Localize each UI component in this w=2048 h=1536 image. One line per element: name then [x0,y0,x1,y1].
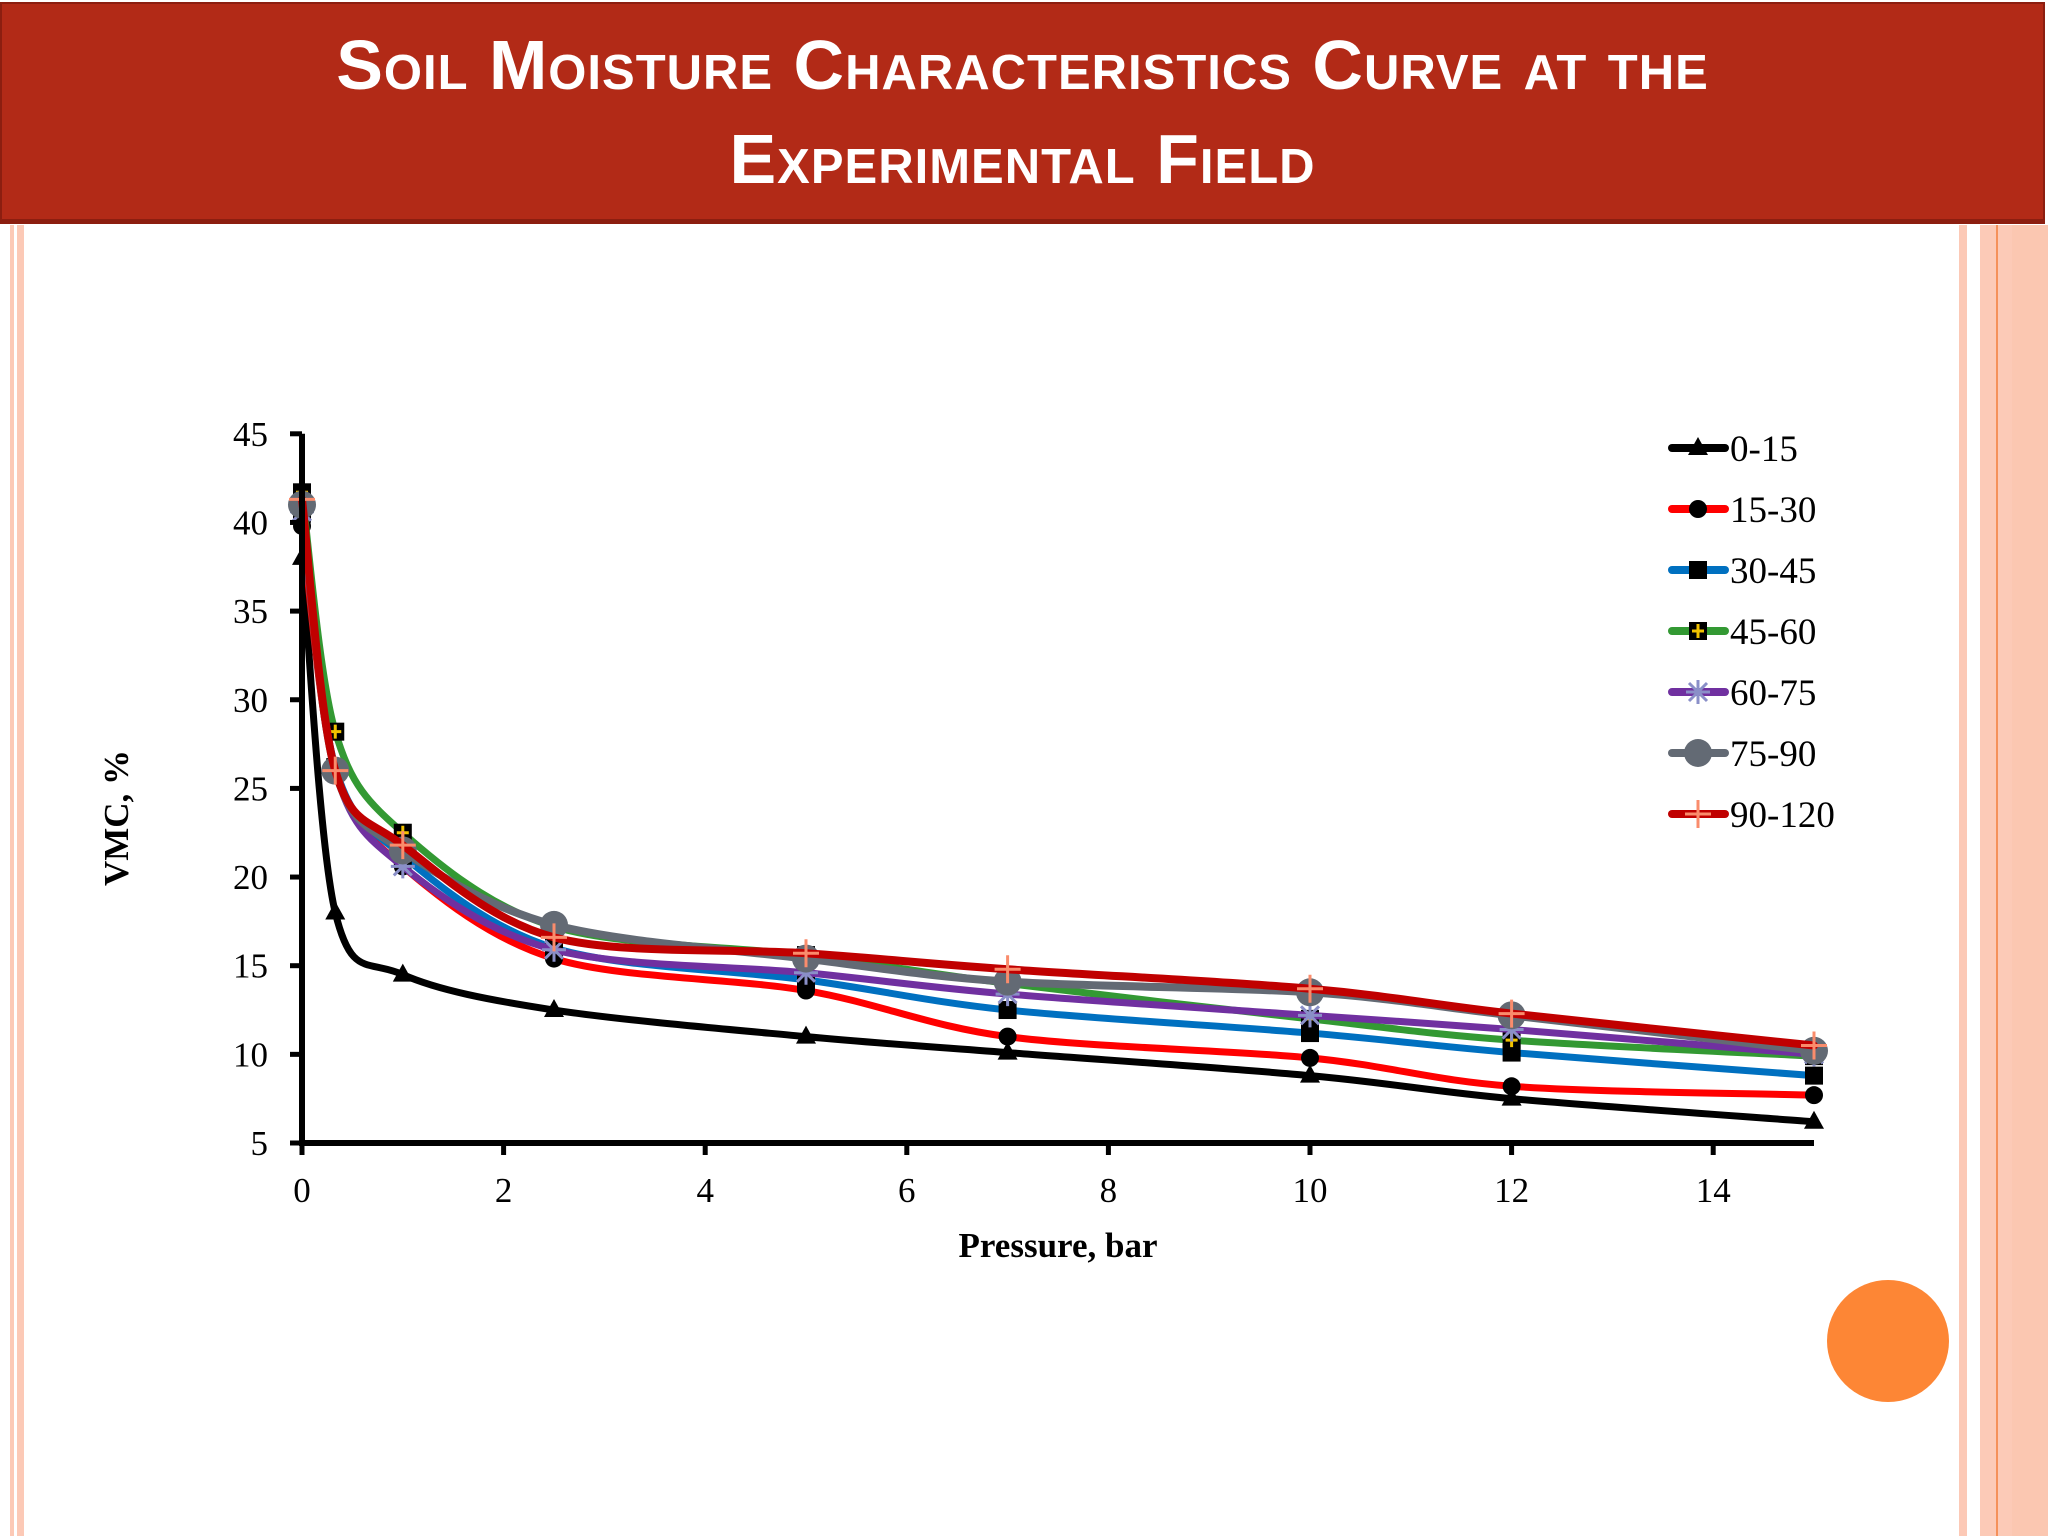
y-tick-label: 40 [233,503,268,542]
x-tick-label: 4 [696,1171,714,1210]
y-tick-label: 20 [233,858,268,897]
square-marker [1689,561,1707,579]
cross-marker [322,756,349,785]
square-marker [998,1001,1017,1020]
cross-marker [793,939,819,968]
x-tick-label: 14 [1696,1171,1731,1210]
cross-marker [1685,800,1711,828]
cross-marker [1498,999,1525,1028]
circle-marker [1805,1086,1823,1105]
cross-marker [389,831,416,860]
triangle-marker [796,1025,816,1044]
legend-item: 15-30 [1668,490,1816,531]
plus-glyph [329,724,342,739]
chart-axes: 5 10 15 20 25 30 35 40 45 0 2 4 6 8 10 12 14 [233,415,1814,1210]
chart-legend: 0-15 15-30 30-45 45-60 60-75 75-90 90-120 [1668,429,1835,836]
x-tick-label: 12 [1494,1171,1529,1210]
triangle-marker [997,1041,1018,1060]
y-tick-label: 25 [233,769,268,808]
asterisk-marker [794,960,818,985]
y-tick-label: 10 [233,1035,268,1074]
decorative-orange-circle [1827,1280,1949,1402]
asterisk-marker [1499,1017,1524,1042]
series-45-60 [293,483,1823,1066]
circle-marker [1301,1048,1319,1067]
legend-item: 90-120 [1668,795,1835,836]
legend-label: 0-15 [1730,429,1798,470]
left-decor-stripe [17,225,24,1536]
circle-marker [998,1027,1017,1046]
legend-item: 0-15 [1668,429,1798,470]
asterisk-marker [390,854,415,879]
triangle-marker [325,901,346,920]
right-decor-stripe [1959,225,1967,1536]
triangle-marker [1688,437,1708,455]
y-tick-label: 15 [233,947,268,986]
x-tick-label: 2 [495,1171,513,1210]
right-decor-line [1996,225,1998,1536]
triangle-marker [1501,1087,1522,1106]
y-tick-label: 35 [233,592,268,631]
slide-title-line-2: Experimental Field [729,119,1316,198]
series-75-90 [288,490,1828,1065]
asterisk-marker [1298,1003,1322,1028]
x-tick-label: 8 [1100,1171,1118,1210]
x-tick-label: 0 [293,1171,311,1210]
y-tick-label: 5 [251,1124,269,1163]
legend-item: 30-45 [1668,551,1816,592]
legend-label: 45-60 [1730,612,1816,653]
legend-item: 45-60 [1668,612,1816,653]
circle-marker [1689,500,1707,518]
legend-item: 75-90 [1668,734,1816,775]
triangle-marker [392,963,413,982]
legend-item: 60-75 [1668,673,1816,714]
triangle-marker [544,999,564,1018]
x-axis-title: Pressure, bar [959,1226,1158,1265]
right-decor-stripe [2012,225,2048,1536]
cross-marker [1297,974,1323,1003]
series-line [298,522,1818,1099]
cross-marker [1801,1031,1827,1060]
y-tick-label: 45 [233,415,268,454]
slide-title-line-1: Soil Moisture Characteristics Curve at t… [336,25,1709,104]
x-tick-label: 6 [898,1171,916,1210]
asterisk-marker [1686,680,1710,704]
series-line [298,554,1818,1126]
legend-label: 30-45 [1730,551,1816,592]
series-line [298,495,1818,1050]
cross-marker [541,923,567,952]
series-0-15 [292,546,1824,1129]
plus-glyph [1692,624,1704,638]
series-90-120 [289,485,1827,1060]
legend-label: 60-75 [1730,673,1816,714]
legend-label: 75-90 [1730,734,1816,775]
cross-marker [994,955,1021,984]
y-axis-title: VMC, % [97,750,136,886]
square-marker [1805,1066,1823,1085]
plot-series [288,483,1828,1129]
y-tick-label: 30 [233,681,268,720]
title-banner: Soil Moisture Characteristics Curve at t… [0,2,2045,224]
legend-label: 90-120 [1730,795,1835,836]
left-decor-stripe [10,225,14,1536]
large-circle-marker [1684,739,1712,767]
square-marker [1301,1024,1319,1043]
circle-marker [1502,1077,1521,1096]
x-tick-label: 10 [1293,1171,1328,1210]
triangle-marker [1300,1064,1320,1083]
triangle-marker [1804,1110,1824,1129]
legend-label: 15-30 [1730,490,1816,531]
